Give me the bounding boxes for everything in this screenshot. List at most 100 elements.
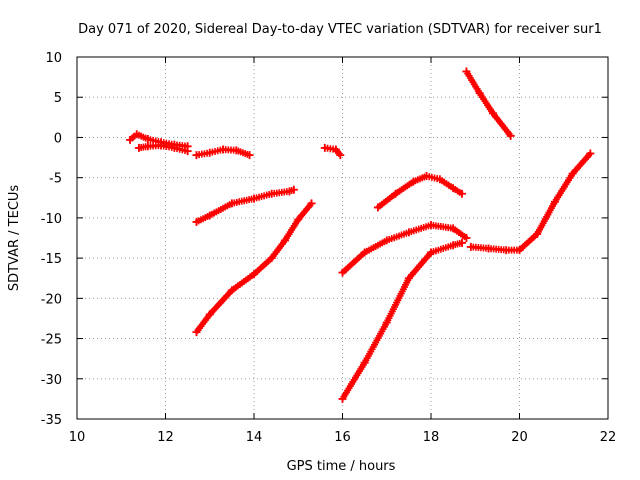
- data-point: [466, 242, 475, 251]
- x-axis-label: GPS time / hours: [287, 459, 396, 474]
- data-point: [462, 67, 471, 76]
- series-arc-6: [320, 143, 345, 160]
- data-point: [157, 141, 166, 150]
- x-tick-label: 10: [69, 430, 86, 445]
- y-tick-label: -10: [41, 212, 62, 227]
- data-point: [404, 228, 413, 237]
- data-point: [289, 185, 298, 194]
- x-tick-label: 12: [157, 430, 174, 445]
- data-point: [267, 189, 276, 198]
- data-point: [586, 149, 595, 158]
- y-tick-label: 10: [45, 51, 62, 66]
- data-series: [126, 67, 595, 403]
- data-point: [205, 211, 214, 220]
- data-point: [360, 248, 369, 257]
- series-arc-5: [192, 199, 316, 337]
- data-point: [227, 286, 236, 295]
- data-point: [126, 135, 135, 144]
- tick-marks: [76, 56, 609, 420]
- data-point: [449, 241, 458, 250]
- data-point: [360, 358, 369, 367]
- x-tick-label: 18: [423, 430, 440, 445]
- data-point: [143, 142, 152, 151]
- data-point: [294, 215, 303, 224]
- data-point: [205, 310, 214, 319]
- data-point: [475, 89, 484, 98]
- data-point: [336, 151, 345, 160]
- data-point: [409, 177, 418, 186]
- data-point: [484, 244, 493, 253]
- y-tick-label: -35: [41, 413, 62, 428]
- data-point: [338, 394, 347, 403]
- x-tick-label: 20: [511, 430, 528, 445]
- y-tick-label: 0: [54, 131, 62, 146]
- data-point: [449, 184, 458, 193]
- data-point: [533, 229, 542, 238]
- series-arc-11: [466, 149, 595, 255]
- data-point: [462, 234, 471, 242]
- data-point: [391, 189, 400, 198]
- y-tick-label: -5: [49, 172, 62, 187]
- series-arc-8: [338, 238, 466, 403]
- data-point: [250, 194, 258, 203]
- data-point: [219, 145, 228, 154]
- y-tick-label: -30: [41, 373, 62, 388]
- data-point: [422, 172, 431, 181]
- data-point: [280, 236, 289, 245]
- data-point: [338, 268, 347, 277]
- data-point: [427, 248, 435, 257]
- data-point: [320, 143, 329, 152]
- y-tick-labels: 10 5 0 -5 -10 -15 -20 -25 -30 -35: [41, 51, 62, 428]
- data-point: [331, 145, 340, 154]
- series-arc-3: [192, 145, 254, 160]
- grid: [77, 57, 608, 419]
- y-tick-label: -25: [41, 333, 62, 348]
- x-tick-label: 22: [600, 430, 617, 445]
- data-point: [245, 151, 254, 160]
- data-point: [435, 175, 444, 184]
- series-arc-10: [462, 67, 515, 140]
- data-point: [488, 109, 497, 118]
- data-point: [449, 224, 458, 233]
- data-point: [132, 130, 141, 139]
- data-point: [232, 146, 241, 155]
- data-point: [550, 197, 559, 206]
- data-point: [457, 238, 466, 247]
- data-point: [427, 221, 435, 230]
- data-point: [382, 236, 391, 245]
- y-tick-label: -20: [41, 292, 62, 307]
- data-point: [183, 147, 192, 156]
- x-tick-label: 14: [246, 430, 263, 445]
- data-point: [192, 328, 201, 337]
- data-point: [192, 151, 201, 160]
- data-point: [515, 246, 524, 255]
- data-point: [205, 148, 214, 157]
- x-tick-labels: 10 12 14 16 18 20 22: [69, 430, 617, 445]
- data-point: [373, 203, 382, 212]
- data-point: [457, 189, 466, 198]
- y-axis-label: SDTVAR / TECUs: [7, 185, 22, 292]
- series-arc-9: [373, 172, 466, 212]
- data-point: [143, 135, 152, 144]
- series-arc-2: [134, 141, 192, 156]
- data-point: [502, 246, 511, 255]
- data-point: [568, 169, 577, 178]
- y-tick-label: -15: [41, 252, 62, 267]
- data-point: [307, 199, 316, 208]
- y-tick-label: 5: [54, 91, 62, 106]
- data-point: [506, 131, 515, 140]
- data-point: [170, 143, 179, 152]
- chart-title: Day 071 of 2020, Sidereal Day-to-day VTE…: [78, 22, 602, 37]
- series-arc-7: [338, 221, 471, 277]
- data-point: [134, 143, 143, 152]
- data-point: [382, 318, 391, 327]
- data-point: [404, 274, 413, 283]
- x-tick-label: 16: [334, 430, 351, 445]
- data-point: [250, 270, 258, 279]
- series-arc-4: [192, 185, 298, 226]
- data-point: [285, 187, 294, 196]
- data-point: [192, 217, 201, 226]
- data-point: [227, 199, 236, 208]
